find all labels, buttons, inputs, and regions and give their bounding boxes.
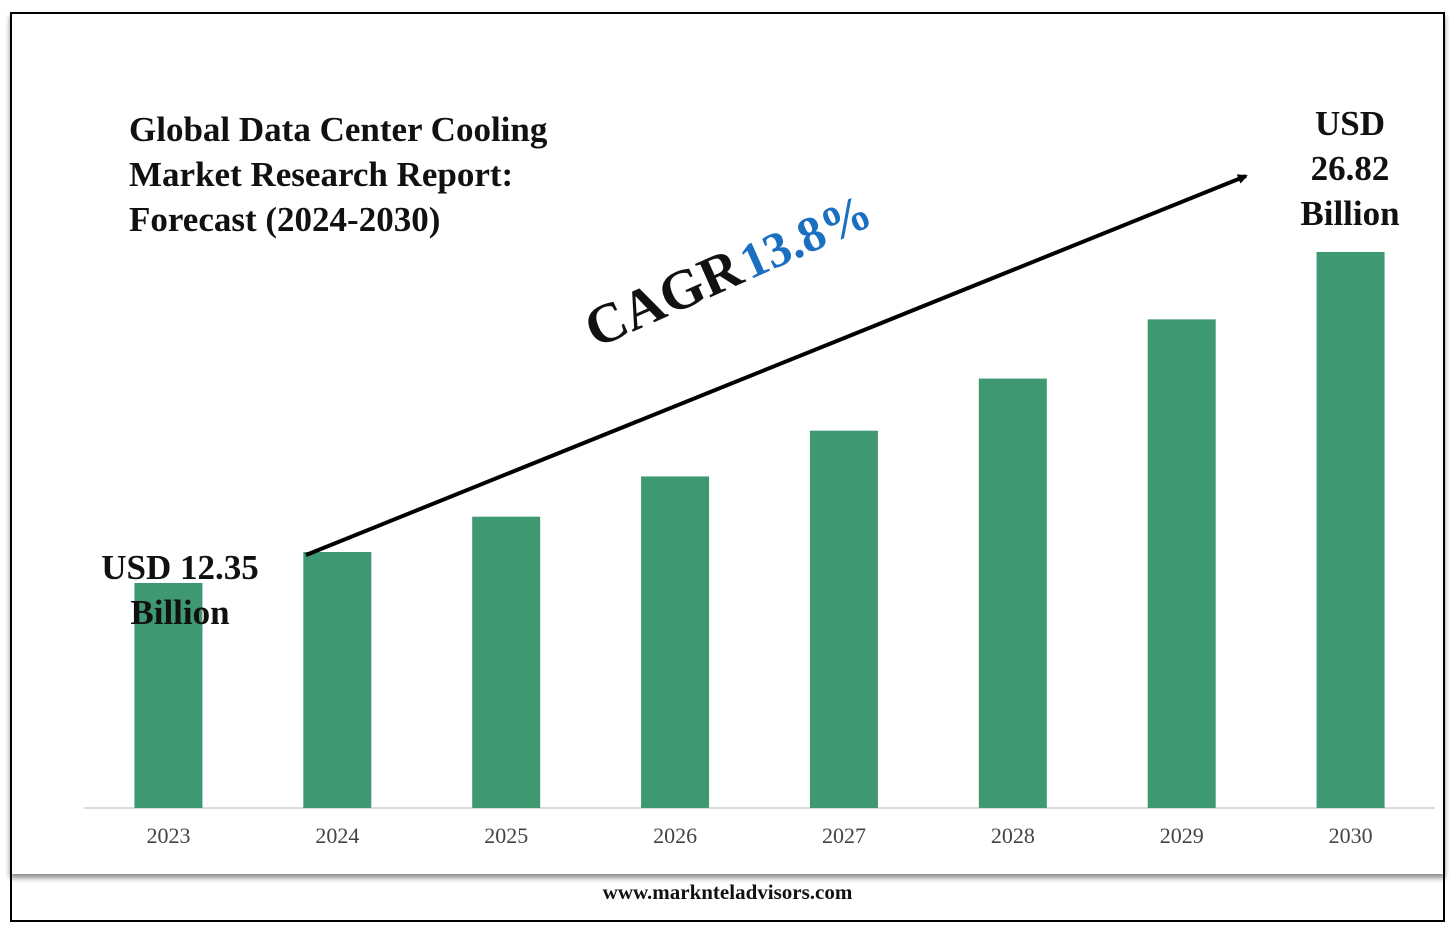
start-value-amount: USD 12.35 xyxy=(101,548,259,587)
bar-2023 xyxy=(134,582,203,808)
x-tick-label-2027: 2027 xyxy=(822,823,866,848)
x-tick-label-2028: 2028 xyxy=(991,823,1035,848)
start-value-callout: USD 12.35 Billion xyxy=(80,545,280,635)
x-tick-label-2024: 2024 xyxy=(315,823,359,848)
x-tick-label-2029: 2029 xyxy=(1160,823,1204,848)
x-tick-label-2025: 2025 xyxy=(484,823,528,848)
bar-2026 xyxy=(641,476,710,808)
x-tick-label-2030: 2030 xyxy=(1329,823,1373,848)
growth-arrow xyxy=(305,174,1248,557)
bar-2024 xyxy=(303,552,372,808)
end-value-unit: Billion xyxy=(1300,194,1400,233)
end-value-currency: USD xyxy=(1314,104,1386,143)
end-value-callout: USD 26.82 Billion xyxy=(1270,101,1430,236)
bar-2025 xyxy=(472,516,541,808)
bar-2030 xyxy=(1316,251,1385,808)
chart-title-line-1: Global Data Center Cooling xyxy=(129,110,548,149)
bar-2028 xyxy=(978,378,1047,808)
bar-2027 xyxy=(809,430,878,808)
bar-2029 xyxy=(1147,319,1216,808)
x-tick-label-2026: 2026 xyxy=(653,823,697,848)
end-value-amount: 26.82 xyxy=(1310,149,1390,188)
x-tick-label-2023: 2023 xyxy=(146,823,190,848)
website-footer[interactable]: www.marknteladvisors.com xyxy=(602,880,853,904)
chart-title-line-2: Market Research Report: xyxy=(129,155,514,194)
start-value-unit: Billion xyxy=(130,593,230,632)
chart-title-line-3: Forecast (2024-2030) xyxy=(129,200,441,239)
